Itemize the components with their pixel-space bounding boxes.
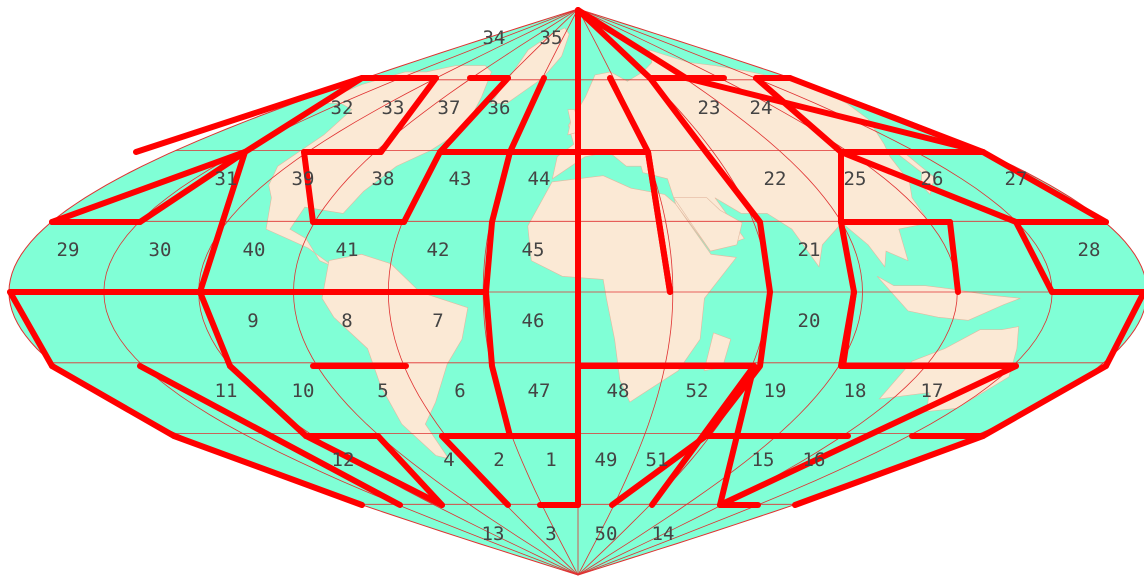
zone-boundary — [717, 363, 757, 508]
zone-label: 5 — [377, 380, 388, 402]
zone-label: 25 — [844, 168, 867, 190]
zone-boundary — [575, 7, 689, 81]
zone-label: 32 — [331, 97, 354, 119]
zone-boundary — [437, 75, 511, 155]
zone-boundary — [242, 75, 365, 155]
zone-label: 52 — [686, 380, 709, 402]
indonesia-land — [876, 276, 1021, 321]
zone-label: 26 — [921, 168, 944, 190]
zone-boundary — [49, 149, 248, 225]
zone-boundary — [1013, 219, 1055, 295]
zone-boundary — [838, 149, 1019, 225]
zone-label: 49 — [595, 449, 618, 471]
south-america-land — [321, 253, 469, 460]
zone-label: 41 — [336, 239, 359, 261]
zone-boundary — [717, 363, 1019, 508]
zone-label: 4 — [443, 449, 454, 471]
zone-label: 16 — [803, 449, 826, 471]
zone-boundary — [507, 75, 547, 155]
zone-boundary — [133, 75, 365, 155]
zone-label: 11 — [215, 380, 238, 402]
zone-boundary — [753, 75, 844, 155]
zone-boundary — [683, 75, 986, 155]
zone-label: 23 — [698, 97, 721, 119]
zone-label: 47 — [528, 380, 551, 402]
zone-boundary — [838, 219, 857, 295]
zone-boundary — [787, 75, 986, 155]
zone-label: 38 — [372, 168, 395, 190]
zone-label: 50 — [595, 523, 618, 545]
zone-label: 12 — [332, 449, 355, 471]
zone-boundary — [792, 433, 986, 508]
zone-label: 24 — [750, 97, 773, 119]
zone-label: 7 — [432, 310, 443, 332]
zone-label: 35 — [540, 27, 563, 49]
zone-label: 9 — [247, 310, 258, 332]
zone-boundary — [7, 289, 55, 369]
zone-label: 8 — [341, 310, 352, 332]
zone-boundary — [303, 433, 445, 508]
zone-boundary — [483, 289, 513, 439]
zone-boundary — [439, 433, 511, 508]
zone-boundary — [137, 363, 403, 508]
zone-label: 15 — [752, 449, 775, 471]
zone-label: 17 — [921, 380, 944, 402]
zone-boundary — [375, 433, 445, 508]
zone-label: 19 — [764, 380, 787, 402]
zone-boundary — [49, 363, 177, 439]
zone-boundary — [575, 7, 653, 81]
zone-boundary — [227, 363, 309, 439]
zone-boundary — [840, 289, 857, 369]
zone-label: 45 — [522, 239, 545, 261]
zone-label: 18 — [844, 380, 867, 402]
zone-label: 40 — [243, 239, 266, 261]
zone-label: 20 — [798, 310, 821, 332]
zone-label: 2 — [493, 449, 504, 471]
zone-label: 10 — [292, 380, 315, 402]
zone-boundary — [171, 433, 365, 508]
zone-label: 37 — [438, 97, 461, 119]
zone-label: 43 — [449, 168, 472, 190]
zone-label: 27 — [1005, 168, 1028, 190]
zone-label: 13 — [482, 523, 505, 545]
zone-boundary — [980, 363, 1109, 439]
zone-boundary — [197, 149, 248, 295]
zone-boundary — [647, 75, 773, 295]
zone-label: 1 — [545, 449, 556, 471]
zone-boundary — [947, 219, 961, 295]
zone-label: 29 — [57, 239, 80, 261]
zone-label: 14 — [652, 523, 675, 545]
zone-label: 36 — [488, 97, 511, 119]
zone-boundary — [137, 149, 248, 225]
zone-boundary — [197, 289, 233, 369]
zone-label: 28 — [1078, 239, 1101, 261]
zone-label: 44 — [528, 168, 551, 190]
zone-label: 48 — [607, 380, 630, 402]
zone-label: 34 — [483, 27, 506, 49]
zone-label: 51 — [646, 449, 669, 471]
zone-boundary — [980, 149, 1109, 225]
zone-label: 21 — [798, 239, 821, 261]
zone-label: 3 — [545, 523, 556, 545]
zone-boundary — [1103, 289, 1144, 369]
zone-label: 6 — [454, 380, 465, 402]
zone-label: 22 — [764, 168, 787, 190]
zone-boundary — [401, 149, 443, 225]
zone-label: 30 — [149, 239, 172, 261]
arabia-land — [673, 197, 743, 252]
zone-label: 33 — [382, 97, 405, 119]
zone-boundary — [378, 75, 439, 155]
zone-boundary — [609, 289, 773, 508]
zone-label: 31 — [215, 168, 238, 190]
zone-boundary — [483, 149, 513, 295]
zone-boundaries — [7, 7, 1144, 508]
zone-label: 46 — [522, 310, 545, 332]
zone-label: 42 — [427, 239, 450, 261]
zone-boundary — [645, 149, 673, 295]
greenland-land — [490, 27, 570, 104]
zone-label: 39 — [292, 168, 315, 190]
zone-boundary — [301, 149, 316, 225]
